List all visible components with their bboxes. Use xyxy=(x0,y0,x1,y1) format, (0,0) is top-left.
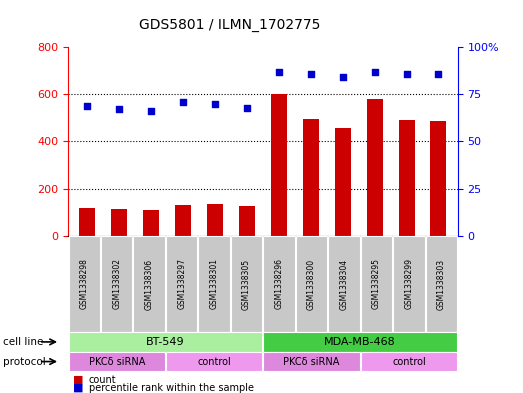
Text: count: count xyxy=(89,375,117,385)
Point xyxy=(434,70,442,77)
Point xyxy=(338,74,347,81)
Text: GSM1338300: GSM1338300 xyxy=(307,258,316,310)
Text: PKCδ siRNA: PKCδ siRNA xyxy=(88,356,145,367)
Text: percentile rank within the sample: percentile rank within the sample xyxy=(89,383,254,393)
Text: GSM1338296: GSM1338296 xyxy=(275,259,283,309)
Text: GDS5801 / ILMN_1702775: GDS5801 / ILMN_1702775 xyxy=(140,18,321,32)
Point xyxy=(275,68,283,75)
Text: GSM1338298: GSM1338298 xyxy=(79,259,89,309)
Text: MDA-MB-468: MDA-MB-468 xyxy=(324,337,396,347)
Bar xyxy=(335,128,350,236)
Point xyxy=(147,108,155,114)
Bar xyxy=(430,121,447,236)
Bar xyxy=(111,209,127,236)
Text: cell line: cell line xyxy=(3,337,43,347)
Bar xyxy=(271,94,287,236)
Text: GSM1338299: GSM1338299 xyxy=(404,259,413,309)
Text: ■: ■ xyxy=(73,375,84,385)
Text: control: control xyxy=(197,356,231,367)
Point xyxy=(306,70,315,77)
Text: ■: ■ xyxy=(73,383,84,393)
Text: GSM1338301: GSM1338301 xyxy=(210,259,219,309)
Text: GSM1338297: GSM1338297 xyxy=(177,259,186,309)
Text: PKCδ siRNA: PKCδ siRNA xyxy=(283,356,340,367)
Point xyxy=(211,101,219,107)
Point xyxy=(179,99,187,105)
Point xyxy=(243,105,251,111)
Bar xyxy=(143,210,159,236)
Text: GSM1338302: GSM1338302 xyxy=(112,259,121,309)
Bar xyxy=(239,206,255,236)
Bar xyxy=(399,120,415,236)
Bar xyxy=(207,204,223,236)
Point xyxy=(370,68,379,75)
Text: BT-549: BT-549 xyxy=(146,337,185,347)
Text: protocol: protocol xyxy=(3,356,46,367)
Point xyxy=(115,106,123,112)
Text: GSM1338305: GSM1338305 xyxy=(242,258,251,310)
Text: control: control xyxy=(392,356,426,367)
Bar xyxy=(175,205,191,236)
Bar xyxy=(367,99,382,236)
Point xyxy=(83,103,92,109)
Bar xyxy=(79,208,95,236)
Bar xyxy=(303,119,319,236)
Text: GSM1338306: GSM1338306 xyxy=(145,258,154,310)
Text: GSM1338295: GSM1338295 xyxy=(372,259,381,309)
Text: GSM1338304: GSM1338304 xyxy=(339,258,348,310)
Text: GSM1338303: GSM1338303 xyxy=(437,258,446,310)
Point xyxy=(402,70,411,77)
